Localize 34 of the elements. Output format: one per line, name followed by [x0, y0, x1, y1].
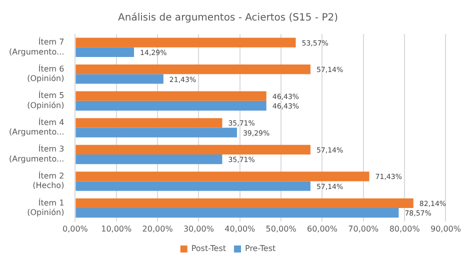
x-tick-label: 80,00% — [389, 224, 420, 234]
x-tick-label: 40,00% — [224, 224, 256, 234]
x-tick-label: 70,00% — [348, 224, 380, 234]
x-tick-label: 20,00% — [142, 224, 174, 234]
y-tick-label: Ítem 2 (Hecho) — [32, 170, 64, 190]
bar — [76, 198, 414, 208]
bar — [76, 118, 222, 128]
bar — [76, 47, 134, 58]
chart-title: Análisis de argumentos - Aciertos (S15 - P2) — [118, 12, 338, 24]
bar — [76, 64, 310, 74]
y-tick-label: Ítem 6 (Opinión) — [27, 63, 64, 84]
bar — [76, 144, 310, 154]
bar — [76, 172, 370, 182]
x-tick-label: 60,00% — [306, 224, 338, 234]
y-tick-label: Ítem 3 (Argumento... — [8, 144, 64, 164]
y-tick-label: Ítem 5 (Opinión) — [27, 90, 64, 110]
bar — [76, 208, 399, 218]
x-tick-label: 0,00% — [62, 224, 88, 234]
legend-label: Pre-Test — [245, 244, 276, 254]
x-tick-label: 30,00% — [183, 224, 214, 234]
y-tick-label: Ítem 4 (Argumento... — [8, 116, 64, 137]
bar — [76, 100, 266, 111]
y-tick-label: Ítem 7 (Argumento... — [8, 36, 64, 56]
bar — [76, 91, 266, 101]
bar — [76, 128, 237, 138]
legend-label: Post-Test — [191, 244, 226, 254]
bar — [76, 181, 310, 191]
x-tick-label: 90,00% — [430, 224, 462, 234]
x-tick-label: 50,00% — [266, 224, 297, 234]
bar — [76, 154, 222, 164]
x-tick-label: 10,00% — [101, 224, 132, 234]
bar — [76, 74, 164, 84]
bar — [76, 38, 296, 48]
y-tick-label: Ítem 1 (Opinión) — [27, 197, 64, 217]
